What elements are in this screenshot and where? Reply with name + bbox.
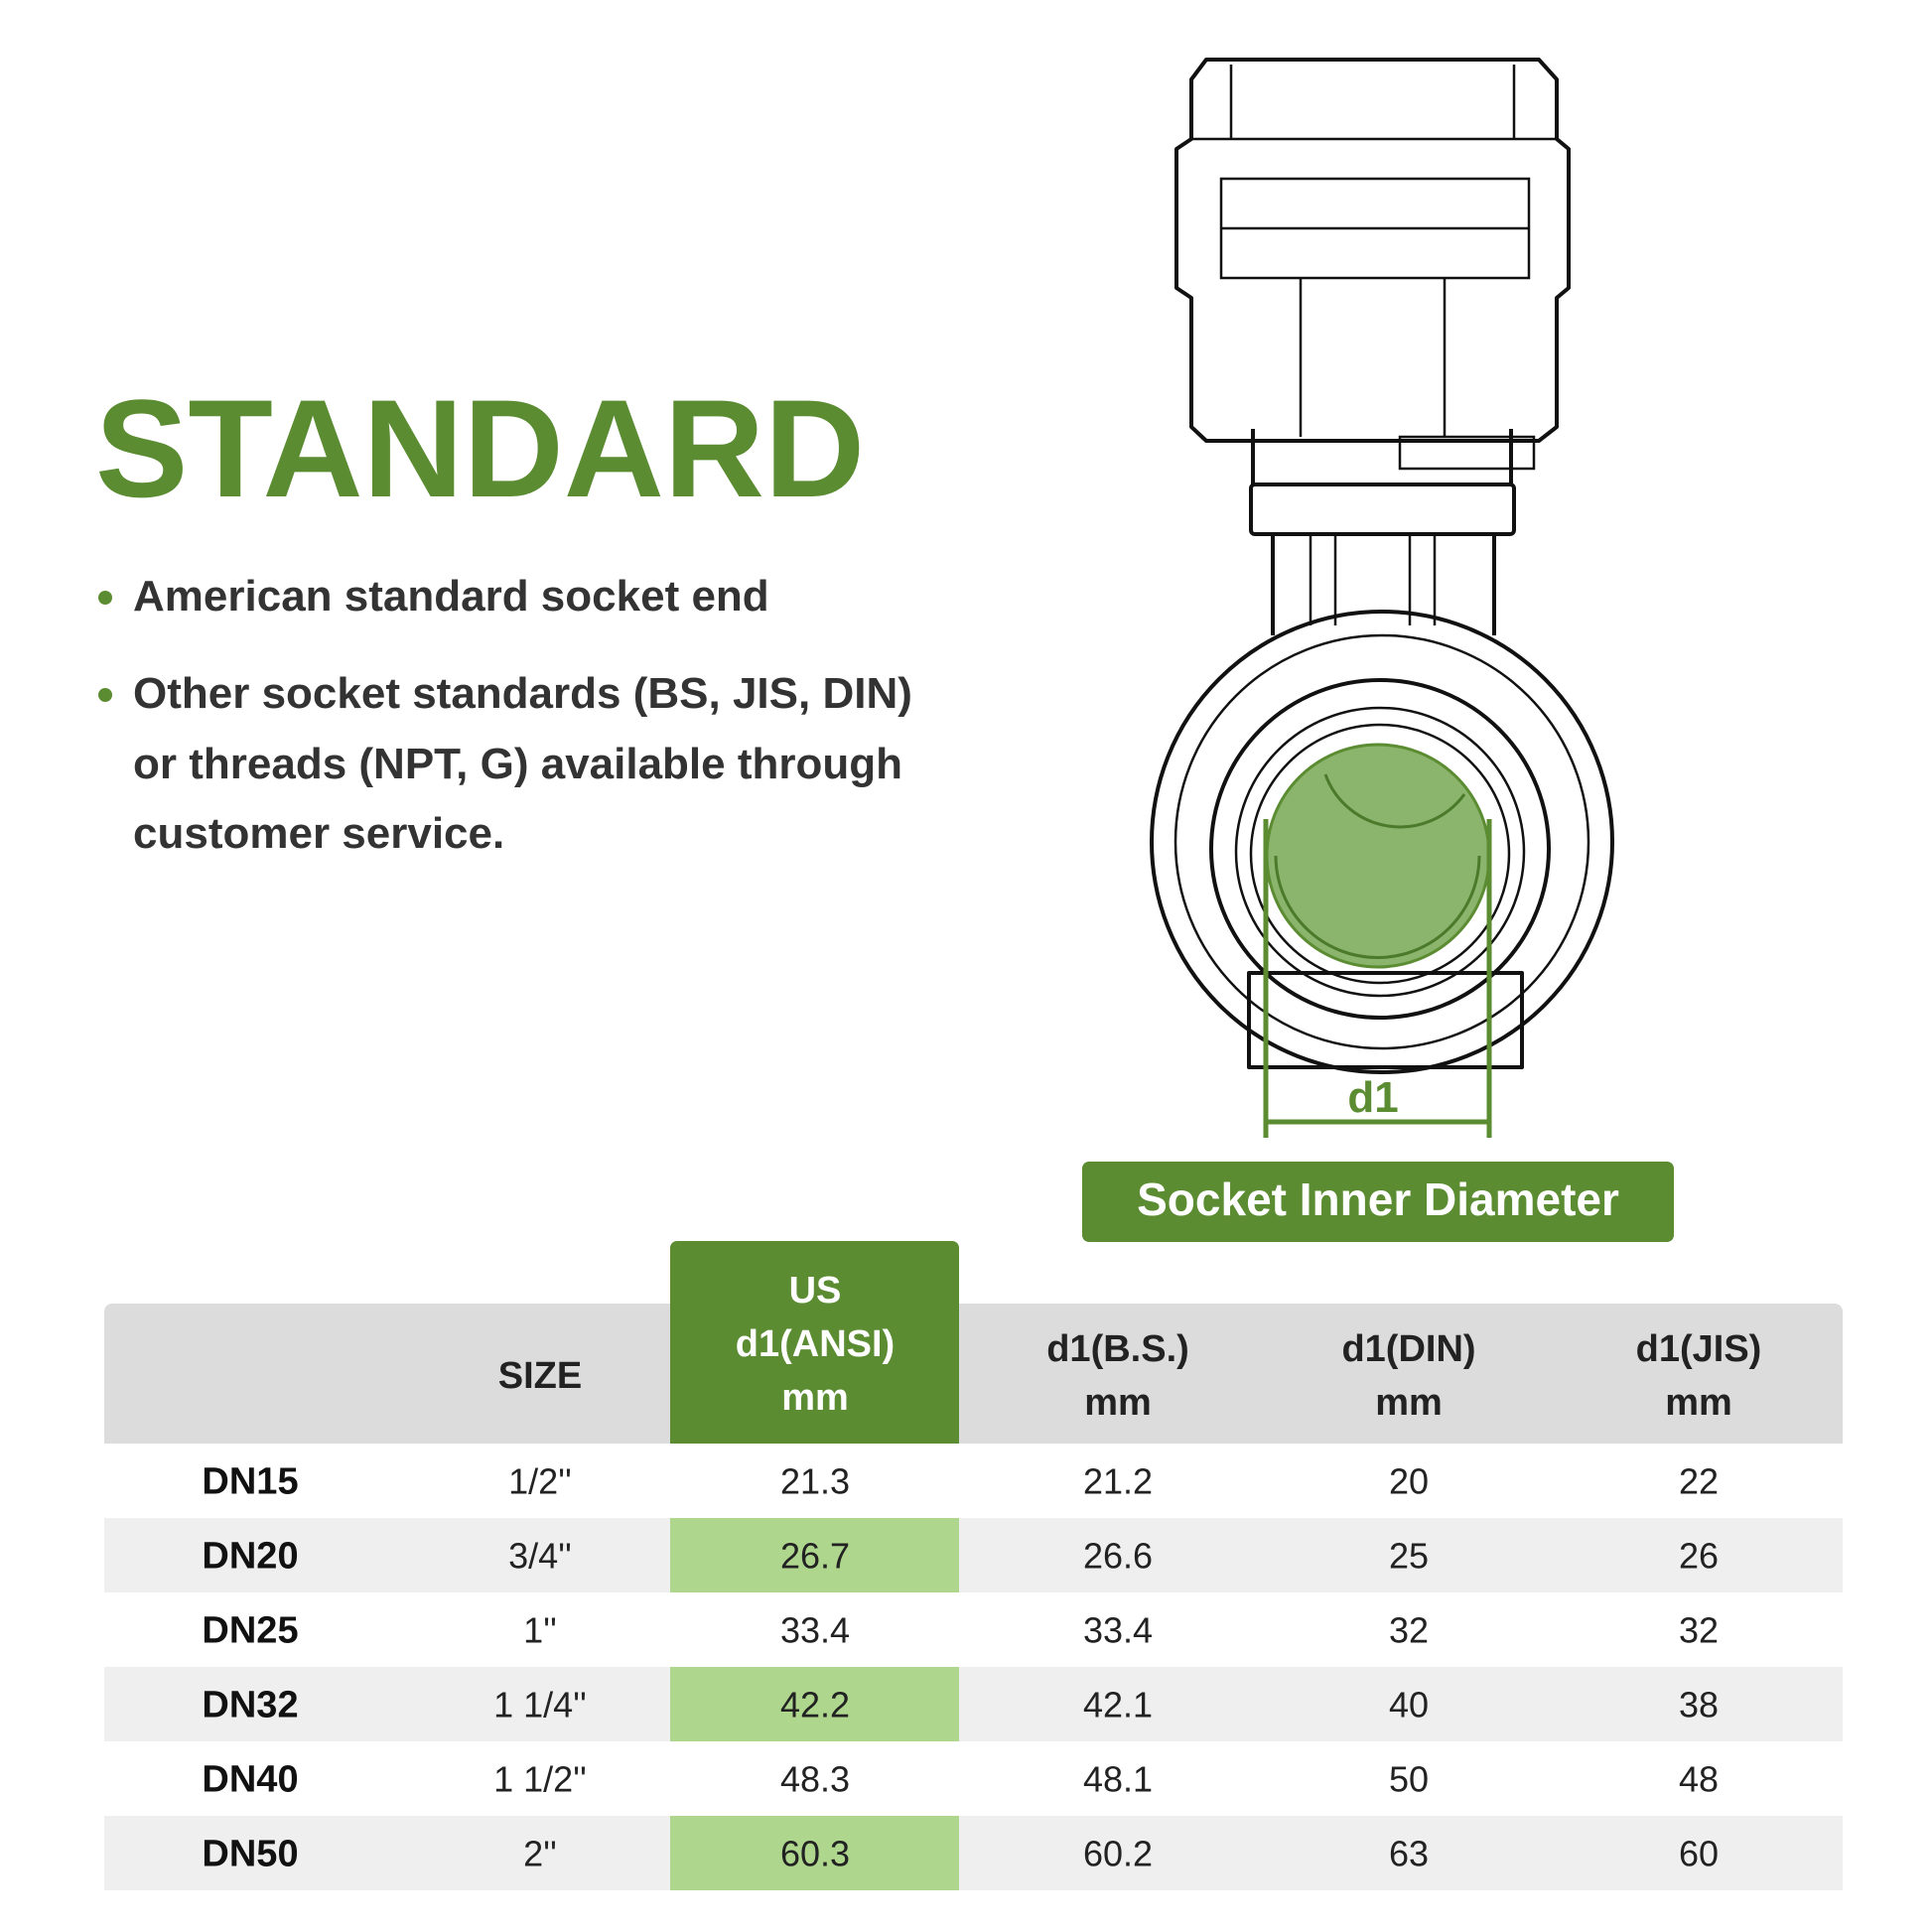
column-header: d1(JIS) <box>1636 1328 1762 1370</box>
socket-ring <box>1249 723 1511 985</box>
table-cell: 2'' <box>523 1834 557 1874</box>
socket-bore <box>1265 743 1491 969</box>
row-label: DN50 <box>202 1834 298 1875</box>
table-cell: 38 <box>1679 1685 1719 1725</box>
body-ring <box>1150 610 1614 1074</box>
table-cell: 26.6 <box>1083 1536 1153 1577</box>
bullet-text: customer service. <box>133 809 504 858</box>
table-cell: 33.4 <box>780 1610 850 1651</box>
column-header: d1(DIN) <box>1341 1328 1475 1370</box>
column-header: mm <box>1665 1382 1732 1424</box>
table-cell: 33.4 <box>1083 1610 1153 1651</box>
row-band <box>104 1518 1843 1592</box>
table-cell: 26.7 <box>780 1536 850 1577</box>
table-cell: 32 <box>1389 1610 1429 1651</box>
ball-edge <box>1274 855 1481 959</box>
highlight-cell <box>670 1816 959 1890</box>
table-cell: 26 <box>1679 1536 1719 1577</box>
actuator <box>1174 58 1571 443</box>
table-cell: 60.3 <box>780 1834 850 1874</box>
row-band <box>104 1816 1843 1890</box>
table-cell: 40 <box>1389 1685 1429 1725</box>
column-header: mm <box>1084 1382 1152 1424</box>
column-header: mm <box>781 1377 849 1419</box>
table-cell: 48.1 <box>1083 1759 1153 1800</box>
table-cell: 60.2 <box>1083 1834 1153 1874</box>
stem <box>1271 534 1496 635</box>
stem-ribs <box>1309 536 1437 625</box>
table-cell: 32 <box>1679 1610 1719 1651</box>
badge <box>1082 1162 1674 1242</box>
base <box>1247 971 1524 1069</box>
union-nut <box>1209 678 1551 1020</box>
row-label: DN40 <box>202 1759 298 1801</box>
bullet-text: Other socket standards (BS, JIS, DIN) <box>133 669 912 718</box>
column-header: d1(ANSI) <box>736 1323 895 1365</box>
row-band <box>104 1667 1843 1741</box>
column-header: mm <box>1375 1382 1443 1424</box>
table-cell: 3/4'' <box>508 1536 572 1577</box>
table-cell: 42.2 <box>780 1685 850 1725</box>
highlight-cell <box>670 1518 959 1592</box>
table-cell: 1'' <box>523 1610 557 1651</box>
table-cell: 22 <box>1679 1461 1719 1502</box>
bullet-dot <box>98 688 112 702</box>
row-label: DN20 <box>202 1536 298 1578</box>
socket-ring <box>1234 706 1526 998</box>
row-label: DN32 <box>202 1685 298 1726</box>
row-label: DN25 <box>202 1610 298 1652</box>
column-header: US <box>789 1270 842 1311</box>
title: STANDARD <box>95 370 865 526</box>
table-cell: 48.3 <box>780 1759 850 1800</box>
badge-text: Socket Inner Diameter <box>1137 1173 1619 1225</box>
row-label: DN15 <box>202 1461 298 1503</box>
bullet-dot <box>98 591 112 605</box>
clip <box>1398 435 1536 471</box>
table-cell: 50 <box>1389 1759 1429 1800</box>
table-cell: 1/2'' <box>508 1461 572 1502</box>
dimension-label: d1 <box>1347 1073 1398 1122</box>
table-cell: 20 <box>1389 1461 1429 1502</box>
table-cell: 25 <box>1389 1536 1429 1577</box>
actuator-detail <box>1191 65 1557 437</box>
table-cell: 63 <box>1389 1834 1429 1874</box>
table: SIZE US d1(ANSI) mm d1(B.S.) mm d1(DIN) mm d1(JI… <box>104 1241 1843 1890</box>
table-cell: 42.1 <box>1083 1685 1153 1725</box>
body-ring <box>1173 633 1590 1050</box>
collar <box>1249 483 1516 536</box>
column-header: SIZE <box>498 1355 582 1397</box>
ball-edge <box>1323 773 1466 829</box>
column-header: d1(B.S.) <box>1046 1328 1189 1370</box>
highlight-cell <box>670 1667 959 1741</box>
table-cell: 1 1/4'' <box>493 1685 587 1725</box>
valve-drawing <box>1150 58 1614 1074</box>
table-cell: 60 <box>1679 1834 1719 1874</box>
table-cell: 1 1/2'' <box>493 1759 587 1800</box>
dimension <box>1263 819 1492 1138</box>
highlight-header <box>670 1261 959 1444</box>
header-row <box>104 1323 1843 1444</box>
bullet-text: American standard socket end <box>133 572 769 621</box>
table-cell: 48 <box>1679 1759 1719 1800</box>
bullet-text: or threads (NPT, G) available through <box>133 740 902 788</box>
table-cell: 21.3 <box>780 1461 850 1502</box>
table-cell: 21.2 <box>1083 1461 1153 1502</box>
